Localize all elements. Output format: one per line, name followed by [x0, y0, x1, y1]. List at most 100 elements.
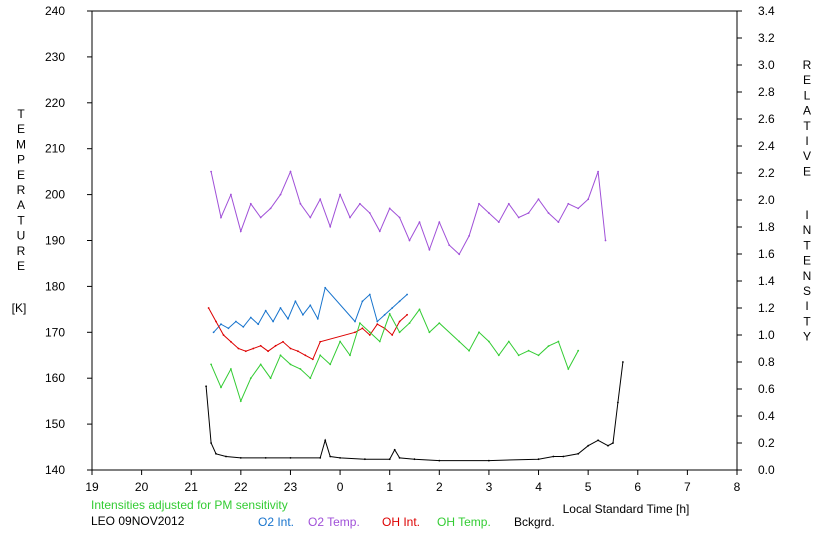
y-right-tick-label: 1.8 — [758, 220, 775, 234]
x-axis-label: Local Standard Time [h] — [563, 502, 690, 516]
x-tick-label: 20 — [135, 480, 149, 494]
data-point-oh-temp — [507, 340, 510, 343]
data-point-o2-int — [324, 286, 327, 289]
data-point-bckgrd — [319, 457, 322, 459]
y-left-label-letter: E — [17, 122, 25, 136]
data-point-o2-int — [212, 331, 215, 334]
data-point-o2-temp — [438, 221, 441, 224]
data-point-bckgrd — [617, 401, 619, 404]
y-right-label-letter: S — [803, 284, 811, 298]
data-point-oh-int — [398, 320, 401, 323]
data-point-oh-int — [230, 340, 232, 343]
data-point-o2-temp — [458, 253, 461, 256]
y-right-tick-label: 1.2 — [758, 301, 775, 315]
data-point-o2-temp — [577, 207, 580, 210]
data-point-oh-int — [354, 331, 356, 334]
data-point-o2-temp — [428, 248, 431, 251]
y-left-label-letter: E — [17, 259, 25, 273]
data-point-oh-int — [311, 358, 314, 361]
data-point-o2-int — [287, 317, 289, 320]
data-point-oh-temp — [299, 368, 302, 370]
data-point-o2-int — [272, 320, 274, 323]
y-left-tick-label: 230 — [45, 50, 65, 64]
data-point-o2-int — [398, 300, 401, 303]
data-point-o2-temp — [329, 225, 332, 228]
data-point-oh-temp — [547, 345, 550, 347]
legend-bckgrd: Bckgrd. — [514, 515, 555, 529]
data-point-bckgrd — [413, 458, 416, 461]
data-point-o2-temp — [339, 193, 341, 196]
data-point-oh-temp — [378, 340, 381, 343]
data-point-oh-temp — [497, 354, 500, 357]
y-left-label-letter: U — [17, 229, 26, 243]
data-point-oh-temp — [567, 368, 570, 370]
y-left-label-letter: T — [17, 213, 25, 227]
data-point-o2-int — [227, 327, 230, 330]
data-point-o2-temp — [468, 235, 470, 237]
data-point-oh-int — [282, 340, 284, 343]
data-point-bckgrd — [393, 448, 396, 451]
data-point-bckgrd — [205, 385, 208, 388]
data-point-bckgrd — [239, 457, 242, 459]
y-right-label-letter: I — [805, 208, 808, 222]
y-right-tick-label: 1.0 — [758, 328, 775, 342]
data-point-oh-int — [368, 334, 371, 336]
y-left-tick-label: 210 — [45, 142, 65, 156]
y-left-tick-label: 190 — [45, 234, 65, 248]
data-point-o2-temp — [388, 207, 391, 210]
y-right-label-letter: V — [803, 149, 811, 163]
data-point-oh-temp — [279, 354, 282, 357]
data-point-oh-temp — [418, 308, 421, 311]
x-tick-label: 4 — [535, 480, 542, 494]
data-point-bckgrd — [562, 455, 565, 458]
data-point-o2-temp — [230, 193, 232, 196]
series-line-o2-int — [213, 286, 408, 333]
data-point-bckgrd — [215, 452, 217, 455]
pm-sensitivity-note: Intensities adjusted for PM sensitivity — [91, 498, 288, 512]
series-line-o2-temp — [210, 170, 606, 256]
data-point-oh-temp — [577, 349, 580, 352]
data-point-oh-int — [259, 344, 262, 347]
series-line-oh-temp — [210, 308, 579, 403]
x-tick-label: 6 — [634, 480, 641, 494]
data-point-o2-temp — [269, 207, 272, 210]
data-point-oh-int — [376, 323, 379, 326]
data-point-oh-temp — [220, 386, 222, 389]
data-point-oh-int — [237, 347, 240, 350]
y-right-tick-label: 3.4 — [758, 4, 775, 18]
y-right-label-letter: T — [803, 119, 811, 133]
data-point-oh-temp — [438, 322, 441, 324]
data-point-oh-int — [244, 350, 247, 353]
x-tick-label: 19 — [85, 480, 99, 494]
data-point-oh-temp — [557, 340, 560, 343]
data-point-oh-temp — [259, 363, 262, 366]
y-left-label-letter: T — [17, 107, 25, 121]
y-right-tick-label: 0.0 — [758, 463, 775, 477]
y-left-tick-label: 150 — [45, 417, 65, 431]
data-point-oh-temp — [329, 363, 332, 366]
data-point-oh-int — [361, 327, 364, 330]
data-point-o2-temp — [597, 170, 599, 173]
data-point-bckgrd — [329, 455, 332, 458]
y-left-tick-label: 140 — [45, 463, 65, 477]
y-left-tick-label: 240 — [45, 4, 65, 18]
y-left-label-letter: P — [17, 153, 25, 167]
data-point-o2-temp — [378, 230, 381, 233]
data-point-o2-temp — [368, 212, 371, 214]
x-tick-label: 8 — [734, 480, 741, 494]
x-tick-label: 23 — [284, 480, 298, 494]
y-right-label-letter: T — [803, 314, 811, 328]
data-point-o2-temp — [408, 239, 411, 242]
y-right-tick-label: 1.4 — [758, 274, 775, 288]
y-left-label-letter: R — [17, 183, 26, 197]
data-point-oh-temp — [319, 354, 322, 357]
data-point-o2-int — [264, 309, 267, 312]
y-axis-right-ticks: 0.0 0.2 0.4 0.6 0.8 1.0 1.2 1.4 1.6 1.8 2.0 2.2 2.4 2… — [737, 4, 775, 477]
plot-frame — [91, 10, 738, 471]
data-point-oh-int — [406, 313, 408, 316]
data-point-oh-temp — [398, 331, 401, 334]
data-point-bckgrd — [438, 459, 441, 462]
data-point-o2-int — [294, 300, 297, 303]
